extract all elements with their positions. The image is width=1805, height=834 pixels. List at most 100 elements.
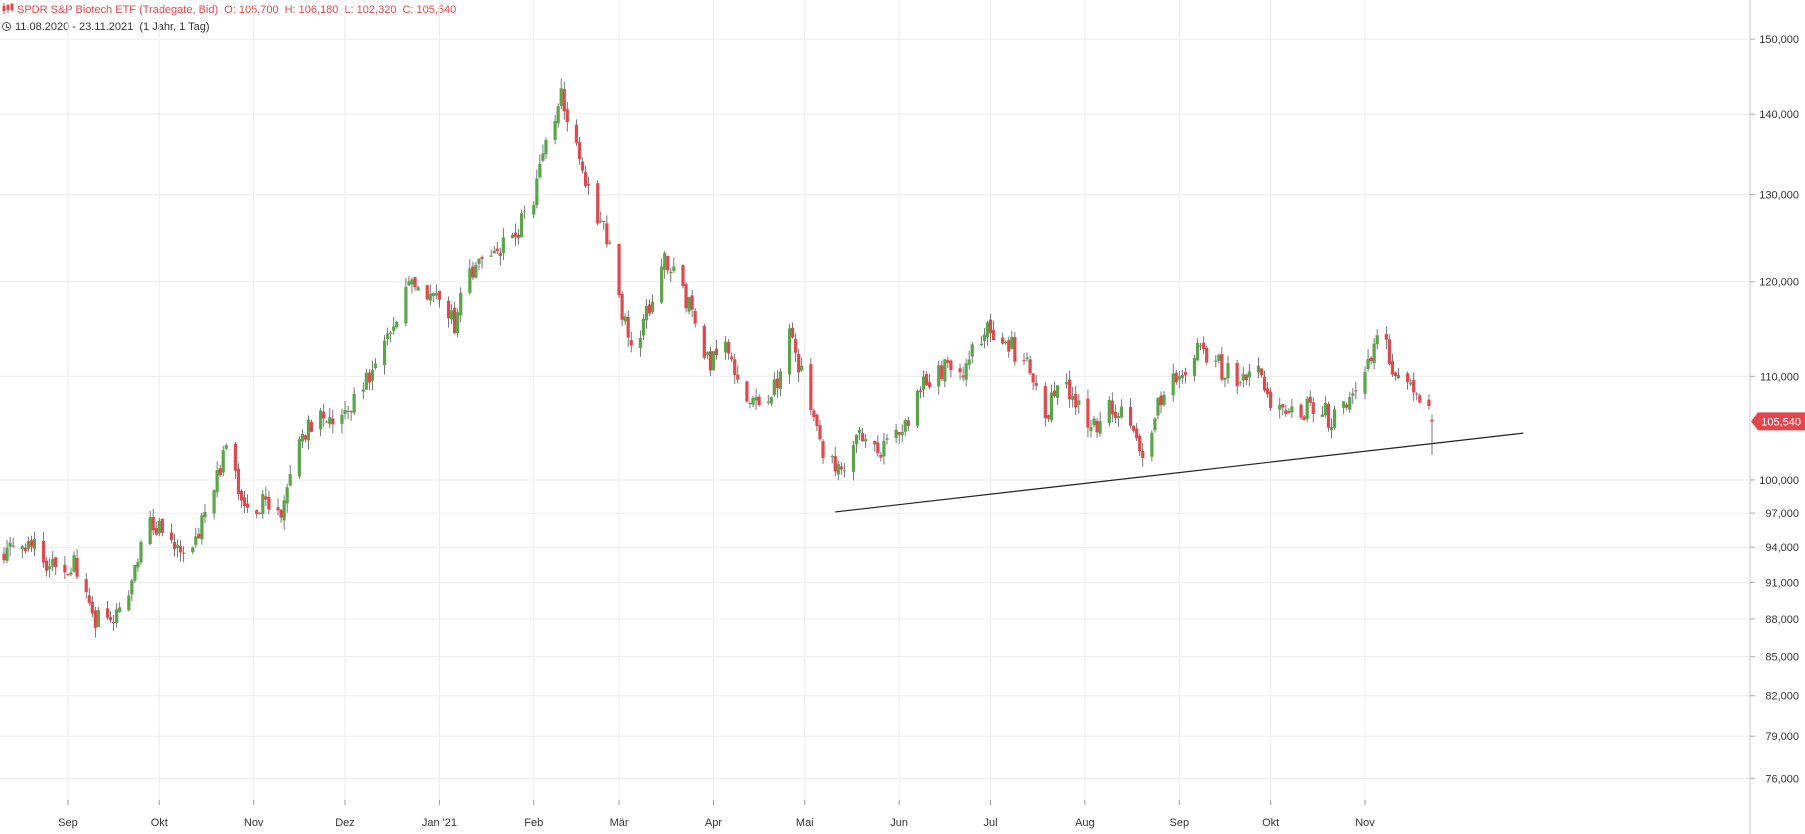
candle bbox=[1238, 380, 1242, 387]
candle bbox=[1390, 353, 1395, 378]
candle bbox=[754, 388, 758, 410]
candle bbox=[221, 445, 225, 477]
candle bbox=[574, 119, 579, 146]
candle-body bbox=[1171, 373, 1175, 396]
candle-body bbox=[395, 321, 399, 328]
y-tick-label: 130,000 bbox=[1759, 190, 1799, 202]
candle-body bbox=[468, 268, 472, 293]
candle-body bbox=[325, 421, 329, 423]
candle bbox=[453, 301, 457, 335]
candle bbox=[63, 556, 67, 580]
candle bbox=[1098, 411, 1102, 437]
trendline-layer[interactable] bbox=[835, 432, 1524, 513]
candle-body bbox=[340, 414, 344, 424]
candle bbox=[903, 418, 907, 437]
candle-body bbox=[480, 257, 484, 259]
y-tick-label: 140,000 bbox=[1759, 109, 1799, 121]
candle bbox=[1128, 398, 1133, 429]
candle-body bbox=[964, 363, 968, 380]
candle bbox=[87, 587, 91, 606]
candle bbox=[1049, 384, 1054, 423]
candle-body bbox=[1354, 390, 1358, 392]
candlestick-icon[interactable] bbox=[2, 3, 14, 14]
candle-body bbox=[267, 497, 271, 510]
candle-body bbox=[690, 295, 694, 310]
candle bbox=[1226, 355, 1230, 384]
candle bbox=[319, 407, 323, 437]
candle-body bbox=[2, 553, 6, 561]
candle bbox=[644, 299, 649, 329]
candle-body bbox=[775, 378, 779, 389]
candle bbox=[681, 264, 685, 289]
candle-body bbox=[559, 88, 563, 107]
candle-body bbox=[687, 297, 691, 312]
candle bbox=[985, 321, 990, 346]
candle-body bbox=[943, 359, 947, 382]
candle bbox=[20, 544, 24, 559]
candle bbox=[535, 169, 539, 209]
candle-body bbox=[1098, 421, 1102, 434]
candle-body bbox=[1010, 336, 1014, 349]
candle-body bbox=[1390, 361, 1395, 375]
candle bbox=[343, 401, 347, 420]
y-axis: 150,000 140,000 130,000 120,000 110,000 100,0… bbox=[1749, 0, 1799, 834]
candle bbox=[178, 540, 183, 562]
candle-body bbox=[602, 220, 606, 222]
candle-body bbox=[754, 397, 758, 401]
support-trendline[interactable] bbox=[835, 432, 1524, 513]
candle-body bbox=[1001, 337, 1005, 344]
candle bbox=[647, 299, 652, 317]
candle bbox=[928, 373, 932, 390]
candle-body bbox=[854, 434, 859, 445]
candle bbox=[1089, 419, 1093, 438]
x-tick-label: Jul bbox=[983, 817, 997, 829]
candle-body bbox=[937, 365, 941, 387]
candle bbox=[69, 567, 73, 577]
candle-body bbox=[1119, 406, 1124, 418]
candle bbox=[5, 540, 9, 564]
candle-body bbox=[1256, 365, 1261, 373]
candle bbox=[970, 342, 974, 364]
candle-body bbox=[574, 124, 579, 143]
candle-body bbox=[456, 312, 460, 334]
candle bbox=[958, 363, 962, 380]
candle bbox=[733, 353, 737, 384]
candle-body bbox=[1180, 374, 1184, 379]
candle-body bbox=[1305, 398, 1309, 419]
candle bbox=[1025, 352, 1029, 362]
candle bbox=[471, 261, 475, 280]
candle-body bbox=[1128, 406, 1133, 426]
candle-body bbox=[1369, 357, 1373, 362]
x-tick-label: Aug bbox=[1075, 817, 1095, 829]
candle bbox=[586, 176, 591, 195]
candle bbox=[410, 277, 414, 294]
candle bbox=[160, 518, 164, 537]
candle bbox=[340, 408, 344, 434]
candle bbox=[8, 536, 12, 557]
clock-icon[interactable] bbox=[2, 22, 11, 31]
candle bbox=[276, 498, 280, 516]
candle-body bbox=[285, 487, 289, 504]
candle-body bbox=[1284, 410, 1288, 415]
candle-body bbox=[1153, 418, 1157, 431]
candle bbox=[331, 409, 335, 434]
candle bbox=[1287, 408, 1291, 415]
candle-body bbox=[1214, 360, 1218, 362]
candle bbox=[349, 410, 353, 422]
candle bbox=[638, 330, 642, 357]
x-tick-label: Jan '21 bbox=[422, 817, 457, 829]
candle-body bbox=[790, 327, 795, 338]
y-tick-label: 100,000 bbox=[1759, 475, 1799, 487]
candle-body bbox=[32, 539, 37, 549]
candle bbox=[513, 223, 518, 246]
candle bbox=[708, 346, 712, 377]
candle-body bbox=[666, 255, 670, 271]
candle bbox=[413, 276, 417, 291]
candle-body bbox=[724, 341, 728, 353]
candle-body bbox=[386, 333, 390, 340]
candle-body bbox=[538, 163, 542, 178]
candle bbox=[1192, 354, 1197, 382]
candle-body bbox=[727, 341, 731, 354]
candle bbox=[169, 523, 174, 544]
